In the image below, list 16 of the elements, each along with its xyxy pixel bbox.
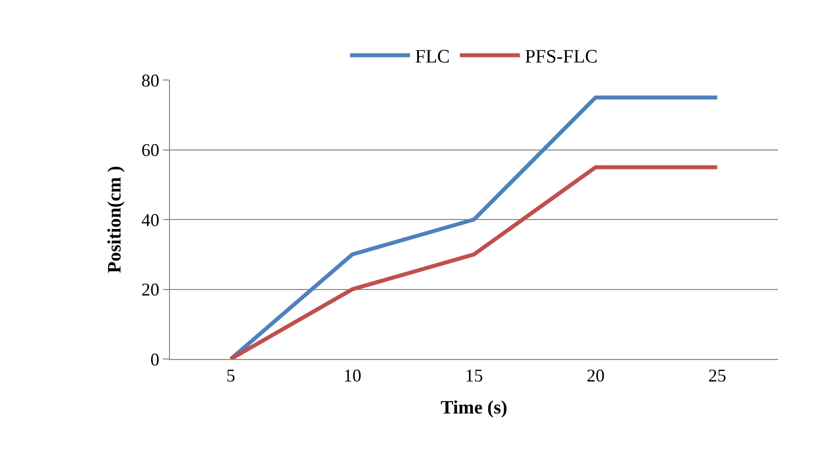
x-tick-label: 25 [708,366,726,386]
y-axis-title: Position(cm ) [104,166,126,274]
legend-label: PFS-FLC [524,46,598,68]
y-tick-label: 60 [141,140,160,160]
legend-label: FLC [415,46,450,68]
x-tick-label: 10 [343,366,362,386]
y-tick-label: 0 [150,349,160,370]
x-tick-label: 5 [226,366,236,386]
y-tick-label: 20 [141,280,160,300]
line-series [228,165,720,359]
y-tick-label: 40 [141,210,160,230]
x-tick-label: 15 [465,366,483,386]
x-axis-title: Time (s) [440,397,508,418]
y-tick-label: 80 [141,70,160,90]
x-tick-label: 20 [586,366,605,386]
line-series [228,95,720,359]
